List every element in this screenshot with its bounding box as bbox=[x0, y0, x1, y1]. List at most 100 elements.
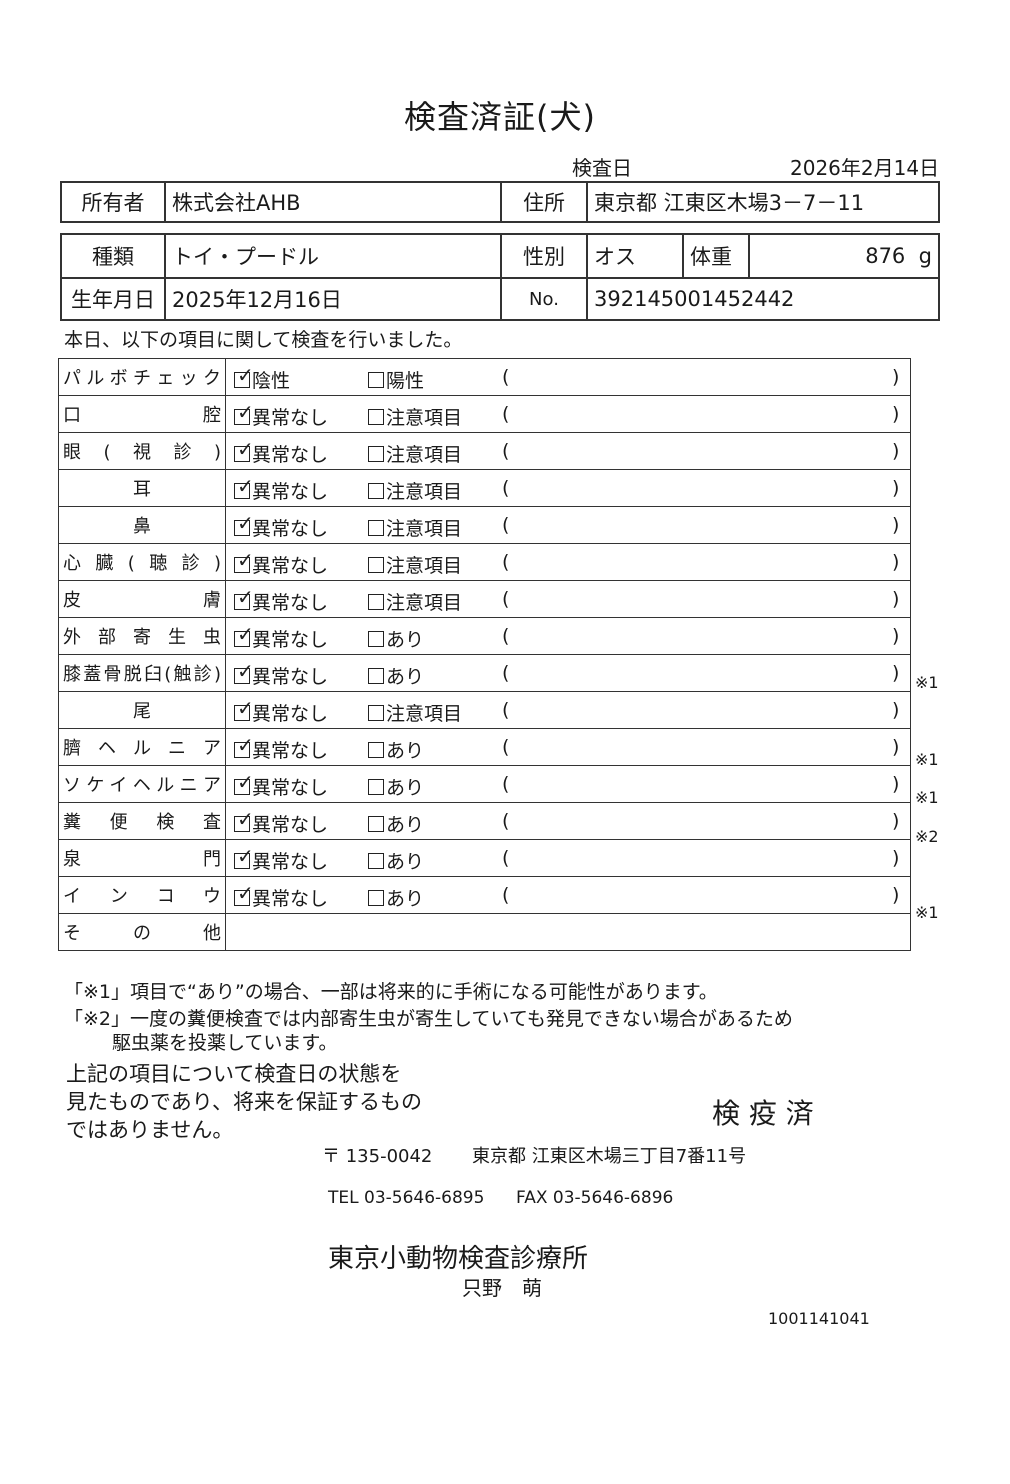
check-item-label: 口腔 bbox=[58, 395, 226, 433]
check-row: インコウ 異常なし あり () bbox=[58, 876, 911, 914]
weight-number: 876 bbox=[865, 244, 906, 268]
option-abnormal[interactable]: 注意項目 bbox=[368, 477, 462, 504]
option-abnormal[interactable]: あり bbox=[368, 884, 424, 911]
check-item-label: ソケイヘルニア bbox=[58, 765, 226, 803]
open-paren: ( bbox=[502, 551, 510, 573]
option-normal[interactable]: 異常なし bbox=[234, 807, 328, 837]
open-paren: ( bbox=[502, 699, 510, 721]
checkbox-checked-icon[interactable] bbox=[234, 474, 254, 499]
option-normal[interactable]: 異常なし bbox=[234, 437, 328, 467]
option-abnormal[interactable]: 注意項目 bbox=[368, 514, 462, 541]
close-paren: ) bbox=[892, 847, 900, 869]
option-normal-label: 異常なし bbox=[252, 666, 329, 688]
disclaimer-line: ではありません。 bbox=[66, 1118, 234, 1142]
option-normal-label: 異常なし bbox=[252, 407, 329, 429]
option-normal-label: 異常なし bbox=[252, 555, 329, 577]
checkbox-checked-icon[interactable] bbox=[234, 437, 254, 462]
weight-value: 876 g bbox=[748, 233, 940, 279]
checkbox-icon[interactable] bbox=[368, 779, 384, 795]
option-abnormal-label: 注意項目 bbox=[386, 592, 463, 614]
option-abnormal[interactable]: 陽性 bbox=[368, 366, 424, 393]
option-normal[interactable]: 異常なし bbox=[234, 770, 328, 800]
close-paren: ) bbox=[892, 514, 900, 536]
option-abnormal[interactable]: あり bbox=[368, 773, 424, 800]
check-item-label: 膝蓋骨脱臼(触診) bbox=[58, 654, 226, 692]
option-abnormal[interactable]: あり bbox=[368, 736, 424, 763]
option-normal[interactable]: 異常なし bbox=[234, 844, 328, 874]
option-normal[interactable]: 異常なし bbox=[234, 511, 329, 541]
check-row: 糞便検査 異常なし あり () bbox=[58, 802, 911, 840]
check-item-label: 心臓(聴診) bbox=[58, 543, 226, 581]
checkbox-icon[interactable] bbox=[368, 557, 384, 573]
option-normal[interactable]: 陰性 bbox=[234, 363, 290, 393]
option-abnormal-label: あり bbox=[386, 851, 425, 873]
checkbox-icon[interactable] bbox=[368, 409, 384, 425]
checkbox-checked-icon[interactable] bbox=[234, 696, 254, 721]
option-normal[interactable]: 異常なし bbox=[234, 733, 329, 763]
checkbox-checked-icon[interactable] bbox=[234, 881, 254, 906]
option-abnormal[interactable]: 注意項目 bbox=[368, 403, 462, 430]
close-paren: ) bbox=[892, 403, 900, 425]
check-item-label: 耳 bbox=[58, 469, 226, 507]
option-normal[interactable]: 異常なし bbox=[234, 585, 328, 615]
open-paren: ( bbox=[502, 884, 510, 906]
open-paren: ( bbox=[502, 403, 510, 425]
checkbox-checked-icon[interactable] bbox=[234, 400, 254, 425]
checkbox-icon[interactable] bbox=[368, 520, 384, 536]
footnote-marker: ※1 bbox=[915, 903, 939, 923]
owner-table: 所有者 株式会社AHB 住所 東京都 江東区木場3－7－11 bbox=[60, 181, 940, 223]
checkbox-icon[interactable] bbox=[368, 705, 384, 721]
exam-date-label: 検査日 bbox=[572, 156, 632, 180]
check-row: 皮膚 異常なし 注意項目 () bbox=[58, 580, 911, 618]
option-normal[interactable]: 異常なし bbox=[234, 696, 328, 726]
option-abnormal[interactable]: 注意項目 bbox=[368, 440, 462, 467]
checkbox-icon[interactable] bbox=[368, 631, 384, 647]
option-normal[interactable]: 異常なし bbox=[234, 474, 328, 504]
checkbox-icon[interactable] bbox=[368, 742, 384, 758]
option-abnormal[interactable]: あり bbox=[368, 810, 424, 837]
option-abnormal[interactable]: 注意項目 bbox=[368, 699, 462, 726]
checkbox-icon[interactable] bbox=[368, 890, 384, 906]
option-abnormal[interactable]: 注意項目 bbox=[368, 551, 462, 578]
check-item-label: パルボチェック bbox=[58, 358, 226, 396]
checkbox-checked-icon[interactable] bbox=[234, 622, 254, 647]
checkbox-checked-icon[interactable] bbox=[234, 548, 254, 573]
option-normal[interactable]: 異常なし bbox=[234, 881, 329, 911]
checkbox-checked-icon[interactable] bbox=[234, 585, 254, 610]
option-normal-label: 異常なし bbox=[252, 740, 329, 762]
checkbox-icon[interactable] bbox=[368, 816, 384, 832]
option-abnormal[interactable]: あり bbox=[368, 625, 424, 652]
checkbox-checked-icon[interactable] bbox=[234, 733, 254, 758]
check-options: 異常なし 注意項目 () bbox=[225, 543, 911, 581]
checkbox-icon[interactable] bbox=[368, 594, 384, 610]
close-paren: ) bbox=[892, 884, 900, 906]
option-abnormal-label: あり bbox=[386, 629, 425, 651]
check-options: 異常なし あり () bbox=[225, 728, 911, 766]
option-abnormal-label: あり bbox=[386, 888, 425, 910]
check-options: 異常なし あり () bbox=[225, 876, 911, 914]
option-normal[interactable]: 異常なし bbox=[234, 659, 329, 689]
checkbox-checked-icon[interactable] bbox=[234, 770, 254, 795]
checkbox-icon[interactable] bbox=[368, 853, 384, 869]
option-normal[interactable]: 異常なし bbox=[234, 622, 328, 652]
option-abnormal-label: あり bbox=[386, 777, 425, 799]
checkbox-checked-icon[interactable] bbox=[234, 659, 254, 684]
checkbox-checked-icon[interactable] bbox=[234, 511, 254, 536]
option-normal-label: 異常なし bbox=[252, 888, 329, 910]
checkbox-icon[interactable] bbox=[368, 372, 384, 388]
option-abnormal[interactable]: あり bbox=[368, 847, 424, 874]
check-options: 異常なし 注意項目 () bbox=[225, 432, 911, 470]
option-abnormal[interactable]: あり bbox=[368, 662, 424, 689]
checkbox-checked-icon[interactable] bbox=[234, 363, 254, 388]
check-options: 異常なし あり () bbox=[225, 839, 911, 877]
option-normal[interactable]: 異常なし bbox=[234, 400, 329, 430]
checkbox-icon[interactable] bbox=[368, 446, 384, 462]
check-table: パルボチェック陰性陽性()口腔異常なし注意項目()眼(視診)異常なし注意項目()… bbox=[58, 358, 911, 951]
checkbox-icon[interactable] bbox=[368, 668, 384, 684]
checkbox-checked-icon[interactable] bbox=[234, 807, 254, 832]
option-normal-label: 異常なし bbox=[252, 518, 329, 540]
option-normal[interactable]: 異常なし bbox=[234, 548, 329, 578]
option-abnormal[interactable]: 注意項目 bbox=[368, 588, 462, 615]
checkbox-checked-icon[interactable] bbox=[234, 844, 254, 869]
checkbox-icon[interactable] bbox=[368, 483, 384, 499]
